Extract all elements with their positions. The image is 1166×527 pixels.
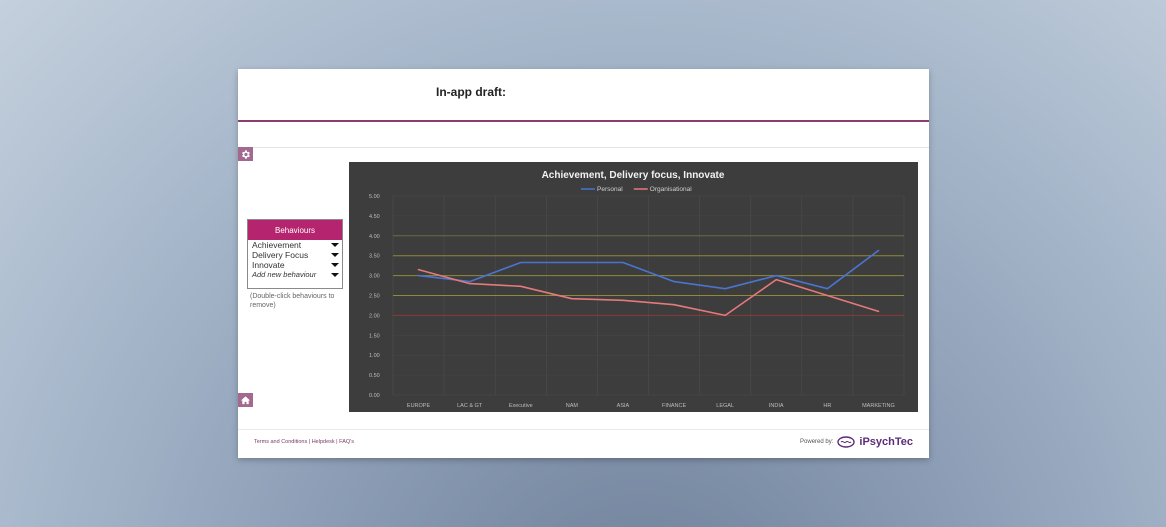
y-tick-label: 2.00 (369, 313, 380, 319)
x-tick-label: Executive (509, 403, 533, 409)
footer-links: Terms and Conditions | Helpdesk | FAQ's (254, 439, 354, 445)
link-separator: | (334, 439, 340, 445)
behaviour-item-delivery-focus[interactable]: Delivery Focus (248, 250, 342, 260)
behaviour-label: Innovate (252, 260, 285, 270)
y-tick-label: 4.00 (369, 234, 380, 240)
dropdown-arrow-icon[interactable] (331, 243, 339, 247)
terms-link[interactable]: Terms and Conditions (254, 439, 308, 445)
brand-name: iPsychTec (859, 436, 913, 448)
app-panel: In-app draft: Behaviours Achievement Del… (238, 69, 929, 458)
x-tick-label: NAM (566, 403, 579, 409)
x-tick-label: ASIA (617, 403, 630, 409)
powered-by-label: Powered by: (800, 439, 834, 445)
chart-title: Achievement, Delivery focus, Innovate (542, 170, 725, 181)
behaviour-item-achievement[interactable]: Achievement (248, 240, 342, 250)
brain-logo-icon (837, 436, 856, 448)
add-behaviour-placeholder: Add new behaviour (252, 270, 317, 279)
page-title: In-app draft: (436, 85, 506, 99)
home-icon (240, 395, 251, 404)
y-tick-label: 4.50 (369, 214, 380, 220)
y-tick-label: 2.50 (369, 294, 380, 300)
y-tick-label: 0.50 (369, 373, 380, 379)
x-tick-label: INDIA (769, 403, 784, 409)
x-tick-label: LEGAL (716, 403, 734, 409)
series-line-organisational (417, 268, 880, 317)
y-tick-label: 1.00 (369, 353, 380, 359)
series-line-personal (417, 249, 880, 290)
powered-by: Powered by: iPsychTec (800, 436, 913, 448)
gear-icon (242, 149, 250, 159)
link-separator: | (307, 439, 312, 445)
subheader-divider (238, 147, 929, 148)
dropdown-arrow-icon[interactable] (331, 273, 339, 277)
y-tick-label: 5.00 (369, 194, 380, 200)
behaviours-panel: Behaviours Achievement Delivery Focus In… (247, 219, 343, 289)
x-tick-label: LAC & GT (457, 403, 483, 409)
x-tick-label: MARKETING (862, 403, 895, 409)
y-tick-label: 0.00 (369, 393, 380, 399)
line-chart: 0.00 0.50 1.00 1.50 2.00 2.50 3.00 3.50 4.00 4.50… (349, 162, 918, 412)
add-behaviour-select[interactable]: Add new behaviour (248, 270, 342, 280)
behaviour-label: Achievement (252, 240, 302, 250)
dropdown-arrow-icon[interactable] (331, 253, 339, 257)
behaviour-item-innovate[interactable]: Innovate (248, 260, 342, 270)
x-tick-label: EUROPE (407, 403, 431, 409)
header-divider (238, 120, 929, 122)
helpdesk-link[interactable]: Helpdesk (311, 439, 335, 445)
behaviours-heading: Behaviours (248, 220, 342, 240)
legend-label: Organisational (650, 186, 692, 193)
settings-button[interactable] (238, 147, 253, 161)
x-tick-label: HR (823, 403, 831, 409)
home-button[interactable] (238, 393, 253, 407)
footer-divider (238, 429, 929, 430)
behaviours-hint: (Double-click behaviours to remove) (250, 293, 335, 309)
faqs-link[interactable]: FAQ's (339, 439, 354, 445)
y-tick-label: 3.00 (369, 274, 380, 280)
y-tick-label: 3.50 (369, 254, 380, 260)
legend-label: Personal (597, 186, 623, 193)
y-tick-label: 1.50 (369, 333, 380, 339)
x-tick-label: FINANCE (662, 403, 686, 409)
chart-canvas: 0.00 0.50 1.00 1.50 2.00 2.50 3.00 3.50 4.00 4.50… (369, 170, 905, 409)
dropdown-arrow-icon[interactable] (331, 263, 339, 267)
behaviour-label: Delivery Focus (252, 250, 309, 260)
